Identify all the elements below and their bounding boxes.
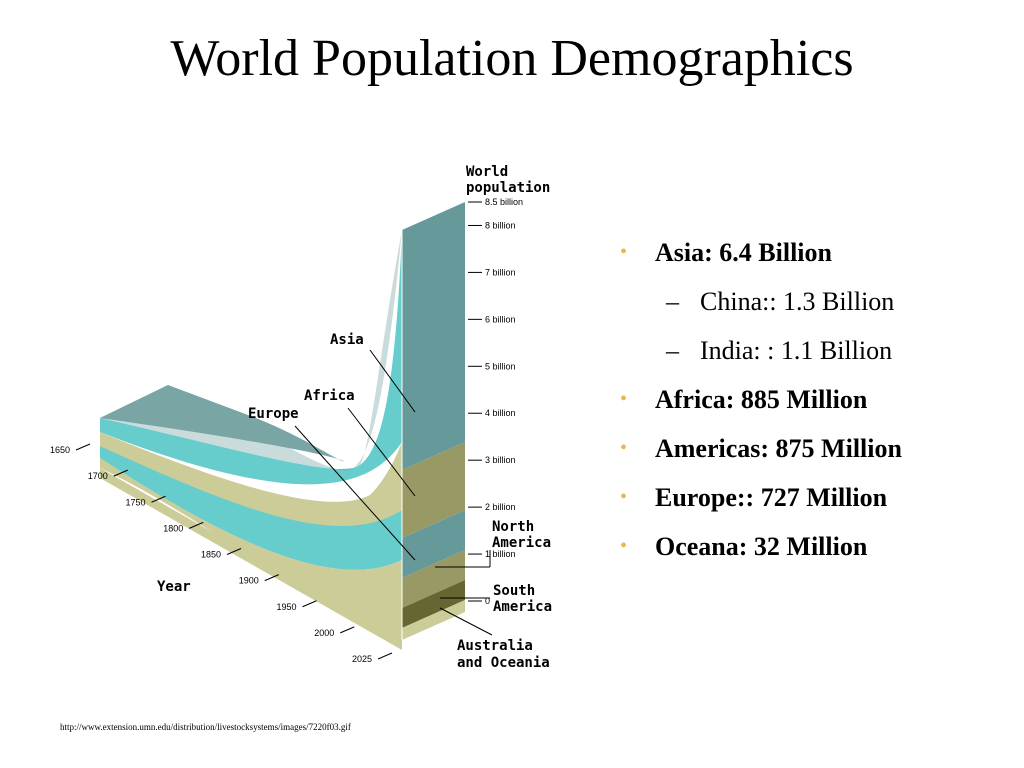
y-tick-label: 4 billion xyxy=(485,408,516,418)
bullet-africa: • Africa: 885 Million xyxy=(618,375,1018,424)
asia-band xyxy=(100,230,402,485)
dash-icon: – xyxy=(666,287,679,316)
bullet-icon: • xyxy=(620,535,628,557)
region-label-oceania-2: and Oceania xyxy=(457,655,550,671)
y-tick-label: 8 billion xyxy=(485,220,516,230)
x-axis-title: Year xyxy=(157,579,191,595)
x-tick-line xyxy=(264,574,279,582)
x-tick-line xyxy=(151,495,166,503)
top-surface-front xyxy=(100,385,344,462)
bullet-europe: • Europe:: 727 Million xyxy=(618,473,1018,522)
x-tick-label: 2025 xyxy=(352,654,372,664)
x-tick-line xyxy=(226,548,242,555)
bullet-text: Asia: 6.4 Billion xyxy=(655,238,832,267)
bullet-text: Americas: 875 Million xyxy=(655,434,902,463)
x-tick-label: 1900 xyxy=(239,576,259,586)
slide-title: World Population Demographics xyxy=(170,30,854,87)
bullet-icon: • xyxy=(620,437,628,459)
region-label-africa: Africa xyxy=(304,388,355,404)
y-tick-label: 6 billion xyxy=(485,314,516,324)
region-label-oceania-1: Australia xyxy=(457,638,533,654)
source-link[interactable]: http://www.extension.umn.edu/distributio… xyxy=(60,722,351,732)
floor xyxy=(100,468,402,650)
x-tick-label: 1650 xyxy=(50,445,70,455)
europe-band xyxy=(100,446,402,570)
y-tick-label: 8.5 billion xyxy=(485,197,523,207)
x-tick-line xyxy=(340,626,355,634)
side-face-asia xyxy=(402,202,465,470)
y-axis: 8.5 billion 8 billion 7 billion 6 billion 5 … xyxy=(468,197,523,606)
side-face-africa xyxy=(402,442,465,538)
y-tick-label: 5 billion xyxy=(485,361,516,371)
x-tick-line xyxy=(189,521,204,529)
region-label-europe: Europe xyxy=(248,406,299,422)
region-label-north-america-2: America xyxy=(492,535,551,551)
bullet-oceana: • Oceana: 32 Million xyxy=(618,522,1018,571)
x-tick-label: 1950 xyxy=(277,602,297,612)
population-chart-svg: 8.5 billion 8 billion 7 billion 6 billion 5 … xyxy=(50,164,552,671)
side-face-base xyxy=(402,600,465,640)
bullet-icon: • xyxy=(620,241,628,263)
x-tick-label: 1800 xyxy=(163,523,183,533)
y-tick-label: 0 xyxy=(485,596,490,606)
region-label-south-america-1: South xyxy=(493,583,535,599)
bullet-list: • Asia: 6.4 Billion – China:: 1.3 Billion … xyxy=(618,228,1018,571)
bullet-asia: • Asia: 6.4 Billion xyxy=(618,228,1018,277)
x-tick-line xyxy=(75,443,91,451)
y-tick-label: 7 billion xyxy=(485,267,516,277)
africa-band xyxy=(100,432,402,530)
side-face-north-america xyxy=(402,510,465,578)
subbullet-india: – India: : 1.1 Billion xyxy=(618,326,1018,375)
y-tick-label: 1 billion xyxy=(485,549,516,559)
world-population-title-line2: population xyxy=(466,180,550,196)
bullet-text: China:: 1.3 Billion xyxy=(700,287,895,316)
x-axis: 1650 1700 1750 1800 1850 1900 1950 2000 2025 xyxy=(50,443,393,664)
x-tick-line xyxy=(113,469,128,477)
side-face-oceania xyxy=(402,580,465,628)
side-face-south-america xyxy=(402,550,465,608)
bullet-americas: • Americas: 875 Million xyxy=(618,424,1018,473)
x-tick-label: 1850 xyxy=(201,550,221,560)
bullet-text: Oceana: 32 Million xyxy=(655,532,868,561)
subbullet-china: – China:: 1.3 Billion xyxy=(618,277,1018,326)
region-label-north-america-1: North xyxy=(492,519,534,535)
region-label-asia: Asia xyxy=(330,332,364,348)
world-population-title-line1: World xyxy=(466,164,508,180)
region-label-south-america-2: America xyxy=(493,599,552,615)
x-tick-label: 1750 xyxy=(126,497,146,507)
bullet-icon: • xyxy=(620,388,628,410)
x-tick-line xyxy=(302,600,317,608)
bullet-text: Africa: 885 Million xyxy=(655,385,868,414)
x-tick-label: 1700 xyxy=(88,471,108,481)
population-figure: 8.5 billion 8 billion 7 billion 6 billion 5 … xyxy=(40,150,600,680)
dash-icon: – xyxy=(666,336,679,365)
y-tick-label: 3 billion xyxy=(485,455,516,465)
bullet-text: Europe:: 727 Million xyxy=(655,483,888,512)
x-tick-label: 2000 xyxy=(314,628,334,638)
x-tick-line xyxy=(377,652,393,660)
bullet-icon: • xyxy=(620,486,628,508)
y-tick-label: 2 billion xyxy=(485,502,516,512)
bullet-text: India: : 1.1 Billion xyxy=(700,336,893,365)
north-america-band xyxy=(100,458,402,640)
